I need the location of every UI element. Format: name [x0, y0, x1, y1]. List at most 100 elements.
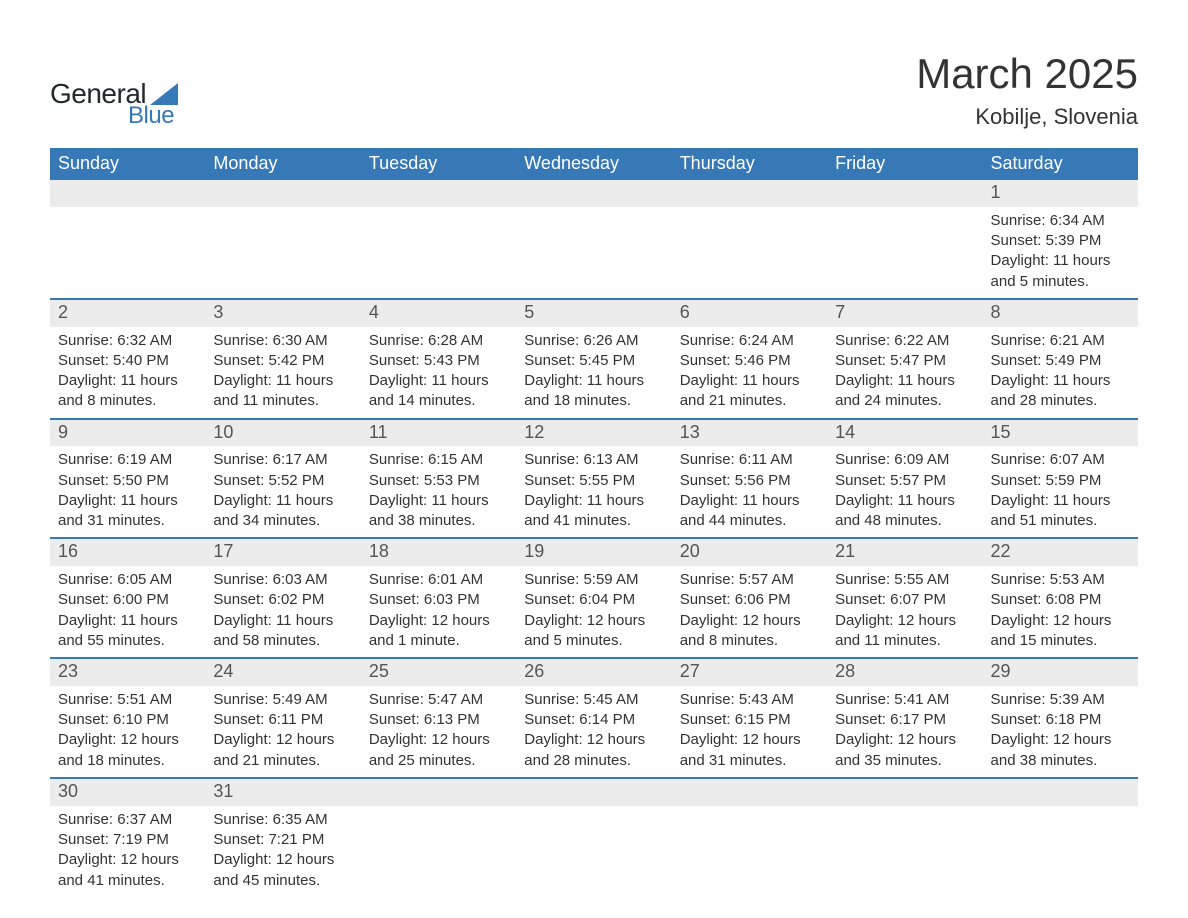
calendar-week-row: 1Sunrise: 6:34 AMSunset: 5:39 PMDaylight…: [50, 180, 1138, 299]
day-header: Wednesday: [516, 148, 671, 180]
daylight-text: Daylight: 11 hours and 34 minutes.: [213, 491, 352, 532]
sunset-text: Sunset: 6:06 PM: [680, 590, 819, 610]
calendar-cell: 6Sunrise: 6:24 AMSunset: 5:46 PMDaylight…: [672, 299, 827, 419]
sunrise-text: Sunrise: 5:57 AM: [680, 570, 819, 590]
calendar-week-row: 16Sunrise: 6:05 AMSunset: 6:00 PMDayligh…: [50, 538, 1138, 658]
day-number: 29: [983, 659, 1138, 686]
day-number: 20: [672, 539, 827, 566]
day-number: 16: [50, 539, 205, 566]
day-details: Sunrise: 5:53 AMSunset: 6:08 PMDaylight:…: [983, 566, 1138, 657]
calendar-cell: 16Sunrise: 6:05 AMSunset: 6:00 PMDayligh…: [50, 538, 205, 658]
day-details: [205, 207, 360, 285]
calendar-week-row: 2Sunrise: 6:32 AMSunset: 5:40 PMDaylight…: [50, 299, 1138, 419]
calendar-cell: 26Sunrise: 5:45 AMSunset: 6:14 PMDayligh…: [516, 658, 671, 778]
sunset-text: Sunset: 7:21 PM: [213, 830, 352, 850]
day-number: 18: [361, 539, 516, 566]
daylight-text: Daylight: 12 hours and 8 minutes.: [680, 611, 819, 652]
sunset-text: Sunset: 5:39 PM: [991, 231, 1130, 251]
sunrise-text: Sunrise: 6:22 AM: [835, 331, 974, 351]
sunrise-text: Sunrise: 6:01 AM: [369, 570, 508, 590]
daylight-text: Daylight: 11 hours and 21 minutes.: [680, 371, 819, 412]
calendar-cell: 18Sunrise: 6:01 AMSunset: 6:03 PMDayligh…: [361, 538, 516, 658]
calendar-cell: 27Sunrise: 5:43 AMSunset: 6:15 PMDayligh…: [672, 658, 827, 778]
sunset-text: Sunset: 5:42 PM: [213, 351, 352, 371]
day-details: Sunrise: 6:17 AMSunset: 5:52 PMDaylight:…: [205, 446, 360, 537]
sunrise-text: Sunrise: 5:41 AM: [835, 690, 974, 710]
day-details: Sunrise: 5:41 AMSunset: 6:17 PMDaylight:…: [827, 686, 982, 777]
calendar-cell: [361, 180, 516, 299]
calendar-cell: 3Sunrise: 6:30 AMSunset: 5:42 PMDaylight…: [205, 299, 360, 419]
day-details: Sunrise: 5:59 AMSunset: 6:04 PMDaylight:…: [516, 566, 671, 657]
calendar-cell: [827, 180, 982, 299]
day-number: 7: [827, 300, 982, 327]
daylight-text: Daylight: 11 hours and 48 minutes.: [835, 491, 974, 532]
day-number: 26: [516, 659, 671, 686]
daylight-text: Daylight: 12 hours and 38 minutes.: [991, 730, 1130, 771]
sunset-text: Sunset: 5:47 PM: [835, 351, 974, 371]
day-number: 28: [827, 659, 982, 686]
daylight-text: Daylight: 12 hours and 5 minutes.: [524, 611, 663, 652]
sunset-text: Sunset: 6:00 PM: [58, 590, 197, 610]
calendar-cell: 7Sunrise: 6:22 AMSunset: 5:47 PMDaylight…: [827, 299, 982, 419]
day-details: Sunrise: 6:11 AMSunset: 5:56 PMDaylight:…: [672, 446, 827, 537]
sunrise-text: Sunrise: 6:03 AM: [213, 570, 352, 590]
calendar-cell: [516, 778, 671, 897]
day-details: Sunrise: 6:34 AMSunset: 5:39 PMDaylight:…: [983, 207, 1138, 298]
day-details: Sunrise: 6:03 AMSunset: 6:02 PMDaylight:…: [205, 566, 360, 657]
sunrise-text: Sunrise: 6:37 AM: [58, 810, 197, 830]
sunset-text: Sunset: 6:08 PM: [991, 590, 1130, 610]
day-header: Saturday: [983, 148, 1138, 180]
sunset-text: Sunset: 5:45 PM: [524, 351, 663, 371]
day-number: 25: [361, 659, 516, 686]
day-number: 2: [50, 300, 205, 327]
location: Kobilje, Slovenia: [916, 104, 1138, 130]
calendar-cell: 5Sunrise: 6:26 AMSunset: 5:45 PMDaylight…: [516, 299, 671, 419]
daylight-text: Daylight: 12 hours and 28 minutes.: [524, 730, 663, 771]
sunrise-text: Sunrise: 6:09 AM: [835, 450, 974, 470]
calendar-week-row: 23Sunrise: 5:51 AMSunset: 6:10 PMDayligh…: [50, 658, 1138, 778]
day-header: Thursday: [672, 148, 827, 180]
day-details: Sunrise: 6:15 AMSunset: 5:53 PMDaylight:…: [361, 446, 516, 537]
day-number: 11: [361, 420, 516, 447]
day-header: Friday: [827, 148, 982, 180]
logo: General Blue: [50, 50, 178, 130]
day-number: 23: [50, 659, 205, 686]
sunset-text: Sunset: 5:52 PM: [213, 471, 352, 491]
logo-text-blue: Blue: [128, 102, 174, 130]
day-details: Sunrise: 5:49 AMSunset: 6:11 PMDaylight:…: [205, 686, 360, 777]
day-details: [983, 806, 1138, 884]
calendar-cell: [205, 180, 360, 299]
calendar-cell: 8Sunrise: 6:21 AMSunset: 5:49 PMDaylight…: [983, 299, 1138, 419]
sunrise-text: Sunrise: 5:51 AM: [58, 690, 197, 710]
daylight-text: Daylight: 11 hours and 41 minutes.: [524, 491, 663, 532]
day-number: 13: [672, 420, 827, 447]
header: General Blue March 2025 Kobilje, Sloveni…: [50, 50, 1138, 130]
daylight-text: Daylight: 11 hours and 44 minutes.: [680, 491, 819, 532]
sunrise-text: Sunrise: 6:07 AM: [991, 450, 1130, 470]
day-details: [672, 806, 827, 884]
day-details: [827, 806, 982, 884]
daylight-text: Daylight: 11 hours and 11 minutes.: [213, 371, 352, 412]
day-details: Sunrise: 6:09 AMSunset: 5:57 PMDaylight:…: [827, 446, 982, 537]
sunrise-text: Sunrise: 5:43 AM: [680, 690, 819, 710]
calendar-cell: 25Sunrise: 5:47 AMSunset: 6:13 PMDayligh…: [361, 658, 516, 778]
calendar-cell: 1Sunrise: 6:34 AMSunset: 5:39 PMDaylight…: [983, 180, 1138, 299]
day-number: [983, 779, 1138, 806]
day-details: Sunrise: 6:32 AMSunset: 5:40 PMDaylight:…: [50, 327, 205, 418]
day-number: [827, 180, 982, 207]
sunrise-text: Sunrise: 5:39 AM: [991, 690, 1130, 710]
day-number: [672, 779, 827, 806]
day-number: 15: [983, 420, 1138, 447]
daylight-text: Daylight: 12 hours and 35 minutes.: [835, 730, 974, 771]
sunrise-text: Sunrise: 6:13 AM: [524, 450, 663, 470]
calendar-cell: 19Sunrise: 5:59 AMSunset: 6:04 PMDayligh…: [516, 538, 671, 658]
day-details: Sunrise: 5:55 AMSunset: 6:07 PMDaylight:…: [827, 566, 982, 657]
sunset-text: Sunset: 6:11 PM: [213, 710, 352, 730]
daylight-text: Daylight: 12 hours and 45 minutes.: [213, 850, 352, 891]
day-number: 24: [205, 659, 360, 686]
sunrise-text: Sunrise: 6:35 AM: [213, 810, 352, 830]
calendar-cell: 29Sunrise: 5:39 AMSunset: 6:18 PMDayligh…: [983, 658, 1138, 778]
sunrise-text: Sunrise: 6:26 AM: [524, 331, 663, 351]
sunrise-text: Sunrise: 6:21 AM: [991, 331, 1130, 351]
day-number: 3: [205, 300, 360, 327]
